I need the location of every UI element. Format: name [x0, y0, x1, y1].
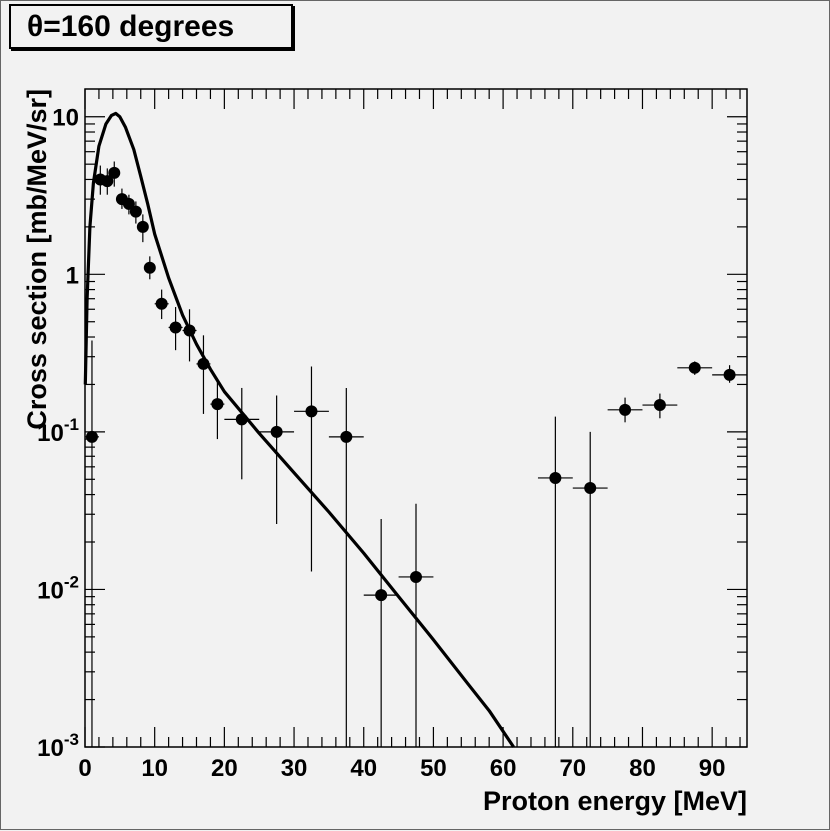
data-marker — [584, 482, 597, 495]
data-marker — [122, 197, 135, 210]
x-tick-label: 60 — [490, 755, 517, 782]
x-tick-label: 40 — [350, 755, 377, 782]
y-tick-base: 10 — [52, 105, 79, 132]
data-point — [154, 289, 169, 320]
data-point — [607, 397, 643, 423]
data-marker — [270, 425, 283, 438]
data-marker — [211, 398, 224, 411]
y-tick-label: 10 — [52, 105, 79, 132]
data-marker — [129, 205, 142, 218]
data-points-layer — [85, 161, 747, 747]
data-marker — [143, 261, 156, 274]
data-marker — [155, 297, 168, 310]
y-tick-base: 10 — [37, 735, 64, 762]
data-marker — [723, 368, 736, 381]
x-axis-title: Proton energy [MeV] — [483, 786, 747, 816]
y-tick-label: 10-2 — [37, 572, 79, 604]
y-tick-base: 10 — [37, 420, 64, 447]
y-tick-exponent: -2 — [64, 572, 79, 591]
data-point — [537, 416, 573, 747]
data-marker — [108, 166, 121, 179]
x-tick-label: 90 — [699, 755, 726, 782]
data-point — [642, 393, 678, 419]
data-point — [122, 194, 135, 215]
model-curve — [83, 111, 515, 748]
data-marker — [340, 430, 353, 443]
data-point — [224, 387, 260, 480]
y-tick-base: 1 — [66, 262, 79, 289]
data-point — [182, 309, 197, 362]
data-point — [143, 256, 156, 280]
data-point — [101, 168, 114, 195]
y-tick-exponent: -3 — [64, 730, 79, 749]
data-point — [259, 395, 295, 525]
data-point — [85, 340, 99, 747]
x-tick-label: 10 — [141, 755, 168, 782]
data-point — [210, 381, 225, 440]
data-point — [572, 431, 608, 747]
y-tick-label: 10-1 — [37, 415, 79, 447]
data-marker — [169, 321, 182, 334]
chart-title: θ=160 degrees — [27, 9, 235, 43]
data-point — [328, 387, 364, 747]
data-point — [129, 201, 142, 224]
y-tick-label: 10-3 — [37, 730, 79, 762]
model-curve-layer — [83, 111, 515, 748]
data-marker — [305, 405, 318, 418]
chart-title-box: θ=160 degrees — [9, 4, 293, 49]
data-point — [136, 214, 149, 243]
data-marker — [101, 175, 114, 188]
data-marker — [410, 570, 422, 583]
x-tick-label: 30 — [281, 755, 308, 782]
data-point — [168, 307, 183, 351]
data-point — [677, 361, 713, 375]
data-point — [108, 161, 121, 187]
data-marker — [197, 357, 210, 370]
data-marker — [653, 399, 666, 412]
data-marker — [549, 471, 562, 484]
x-axis: 0 10 20 30 40 50 60 70 80 90 — [78, 89, 741, 782]
data-point — [398, 503, 434, 747]
data-point — [294, 366, 329, 572]
x-tick-label: 70 — [559, 755, 586, 782]
y-axis-title: Cross section [mb/MeV/sr] — [22, 89, 52, 430]
x-tick-label: 0 — [78, 755, 91, 782]
x-tick-label: 20 — [211, 755, 238, 782]
x-tick-label: 50 — [420, 755, 447, 782]
x-tick-label: 80 — [629, 755, 656, 782]
data-point — [712, 365, 747, 383]
data-point — [363, 518, 399, 747]
data-marker — [136, 220, 149, 233]
data-marker — [85, 430, 98, 443]
y-tick-exponent: -1 — [64, 415, 79, 434]
data-marker — [688, 361, 701, 374]
data-point — [196, 335, 211, 414]
data-marker — [375, 589, 388, 602]
y-tick-label: 1 — [66, 262, 79, 289]
data-marker — [183, 324, 196, 337]
data-marker — [619, 403, 632, 416]
data-marker — [235, 413, 248, 426]
y-tick-base: 10 — [37, 577, 64, 604]
